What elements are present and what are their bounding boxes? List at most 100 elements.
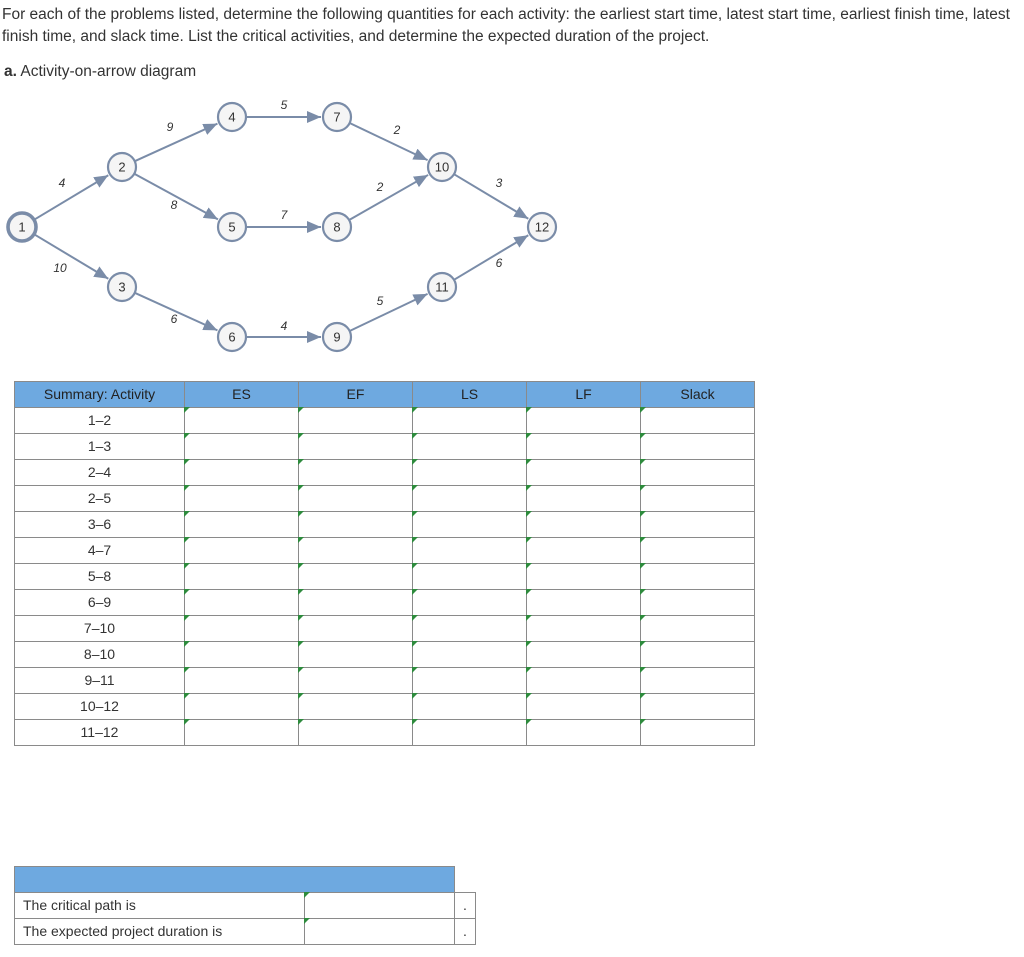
ls-input[interactable] xyxy=(413,538,526,562)
input-cell xyxy=(641,485,755,511)
ef-input[interactable] xyxy=(299,590,412,614)
input-cell xyxy=(527,667,641,693)
lf-input[interactable] xyxy=(527,460,640,484)
es-input[interactable] xyxy=(185,460,298,484)
slack-input[interactable] xyxy=(641,668,754,692)
ls-input[interactable] xyxy=(413,408,526,432)
lf-input[interactable] xyxy=(527,408,640,432)
es-input[interactable] xyxy=(185,668,298,692)
lf-input[interactable] xyxy=(527,590,640,614)
es-input[interactable] xyxy=(185,694,298,718)
input-cell xyxy=(185,563,299,589)
ef-input[interactable] xyxy=(299,434,412,458)
ef-input[interactable] xyxy=(299,616,412,640)
ef-input[interactable] xyxy=(299,564,412,588)
table-row: 1–2 xyxy=(15,407,755,433)
lf-input[interactable] xyxy=(527,512,640,536)
diagram-edge xyxy=(454,235,528,280)
input-cell xyxy=(299,511,413,537)
slack-input[interactable] xyxy=(641,434,754,458)
es-input[interactable] xyxy=(185,590,298,614)
es-input[interactable] xyxy=(185,512,298,536)
lf-input[interactable] xyxy=(527,720,640,744)
ef-input[interactable] xyxy=(299,720,412,744)
ls-input[interactable] xyxy=(413,564,526,588)
ls-input[interactable] xyxy=(413,486,526,510)
ef-input[interactable] xyxy=(299,668,412,692)
diagram-edge-label: 7 xyxy=(281,208,289,222)
diagram-edge xyxy=(350,294,428,331)
slack-input[interactable] xyxy=(641,460,754,484)
col-header: ES xyxy=(185,381,299,407)
ls-input[interactable] xyxy=(413,434,526,458)
input-cell xyxy=(413,693,527,719)
input-cell xyxy=(413,667,527,693)
slack-input[interactable] xyxy=(641,590,754,614)
diagram-edge xyxy=(34,234,108,279)
diagram-node-label: 7 xyxy=(333,109,340,124)
lf-input[interactable] xyxy=(527,616,640,640)
ef-input[interactable] xyxy=(299,408,412,432)
slack-input[interactable] xyxy=(641,694,754,718)
diagram-edge-label: 5 xyxy=(377,294,384,308)
input-cell xyxy=(185,433,299,459)
lf-input[interactable] xyxy=(527,434,640,458)
input-cell xyxy=(641,641,755,667)
answer-input[interactable] xyxy=(305,919,454,943)
slack-input[interactable] xyxy=(641,512,754,536)
ef-input[interactable] xyxy=(299,642,412,666)
ls-input[interactable] xyxy=(413,694,526,718)
ls-input[interactable] xyxy=(413,512,526,536)
ls-input[interactable] xyxy=(413,590,526,614)
es-input[interactable] xyxy=(185,720,298,744)
answer-suffix: . xyxy=(455,918,476,944)
ef-input[interactable] xyxy=(299,486,412,510)
es-input[interactable] xyxy=(185,538,298,562)
lf-input[interactable] xyxy=(527,564,640,588)
table-row: 1–3 xyxy=(15,433,755,459)
lf-input[interactable] xyxy=(527,642,640,666)
ls-input[interactable] xyxy=(413,668,526,692)
subheading-text: Activity-on-arrow diagram xyxy=(20,63,196,80)
input-cell xyxy=(527,615,641,641)
slack-input[interactable] xyxy=(641,486,754,510)
ef-input[interactable] xyxy=(299,538,412,562)
input-cell xyxy=(185,407,299,433)
slack-input[interactable] xyxy=(641,564,754,588)
slack-input[interactable] xyxy=(641,720,754,744)
es-input[interactable] xyxy=(185,616,298,640)
lf-input[interactable] xyxy=(527,694,640,718)
table-row: 3–6 xyxy=(15,511,755,537)
slack-input[interactable] xyxy=(641,642,754,666)
input-cell xyxy=(299,563,413,589)
ef-input[interactable] xyxy=(299,460,412,484)
es-input[interactable] xyxy=(185,564,298,588)
activity-cell: 6–9 xyxy=(15,589,185,615)
table-row: 2–5 xyxy=(15,485,755,511)
lf-input[interactable] xyxy=(527,668,640,692)
slack-input[interactable] xyxy=(641,408,754,432)
ls-input[interactable] xyxy=(413,720,526,744)
es-input[interactable] xyxy=(185,434,298,458)
lf-input[interactable] xyxy=(527,538,640,562)
slack-input[interactable] xyxy=(641,616,754,640)
ef-input[interactable] xyxy=(299,512,412,536)
es-input[interactable] xyxy=(185,486,298,510)
subheading: a. Activity-on-arrow diagram xyxy=(4,63,1018,81)
input-cell xyxy=(413,641,527,667)
slack-input[interactable] xyxy=(641,538,754,562)
es-input[interactable] xyxy=(185,642,298,666)
ls-input[interactable] xyxy=(413,616,526,640)
ef-input[interactable] xyxy=(299,694,412,718)
input-cell xyxy=(185,485,299,511)
col-header-activity: Summary: Activity xyxy=(15,381,185,407)
lf-input[interactable] xyxy=(527,486,640,510)
input-cell xyxy=(527,407,641,433)
answer-header-bar xyxy=(15,866,476,892)
ls-input[interactable] xyxy=(413,642,526,666)
answer-input[interactable] xyxy=(305,893,454,917)
es-input[interactable] xyxy=(185,408,298,432)
ls-input[interactable] xyxy=(413,460,526,484)
diagram-edge-label: 2 xyxy=(376,180,384,194)
diagram-node-label: 6 xyxy=(228,329,235,344)
